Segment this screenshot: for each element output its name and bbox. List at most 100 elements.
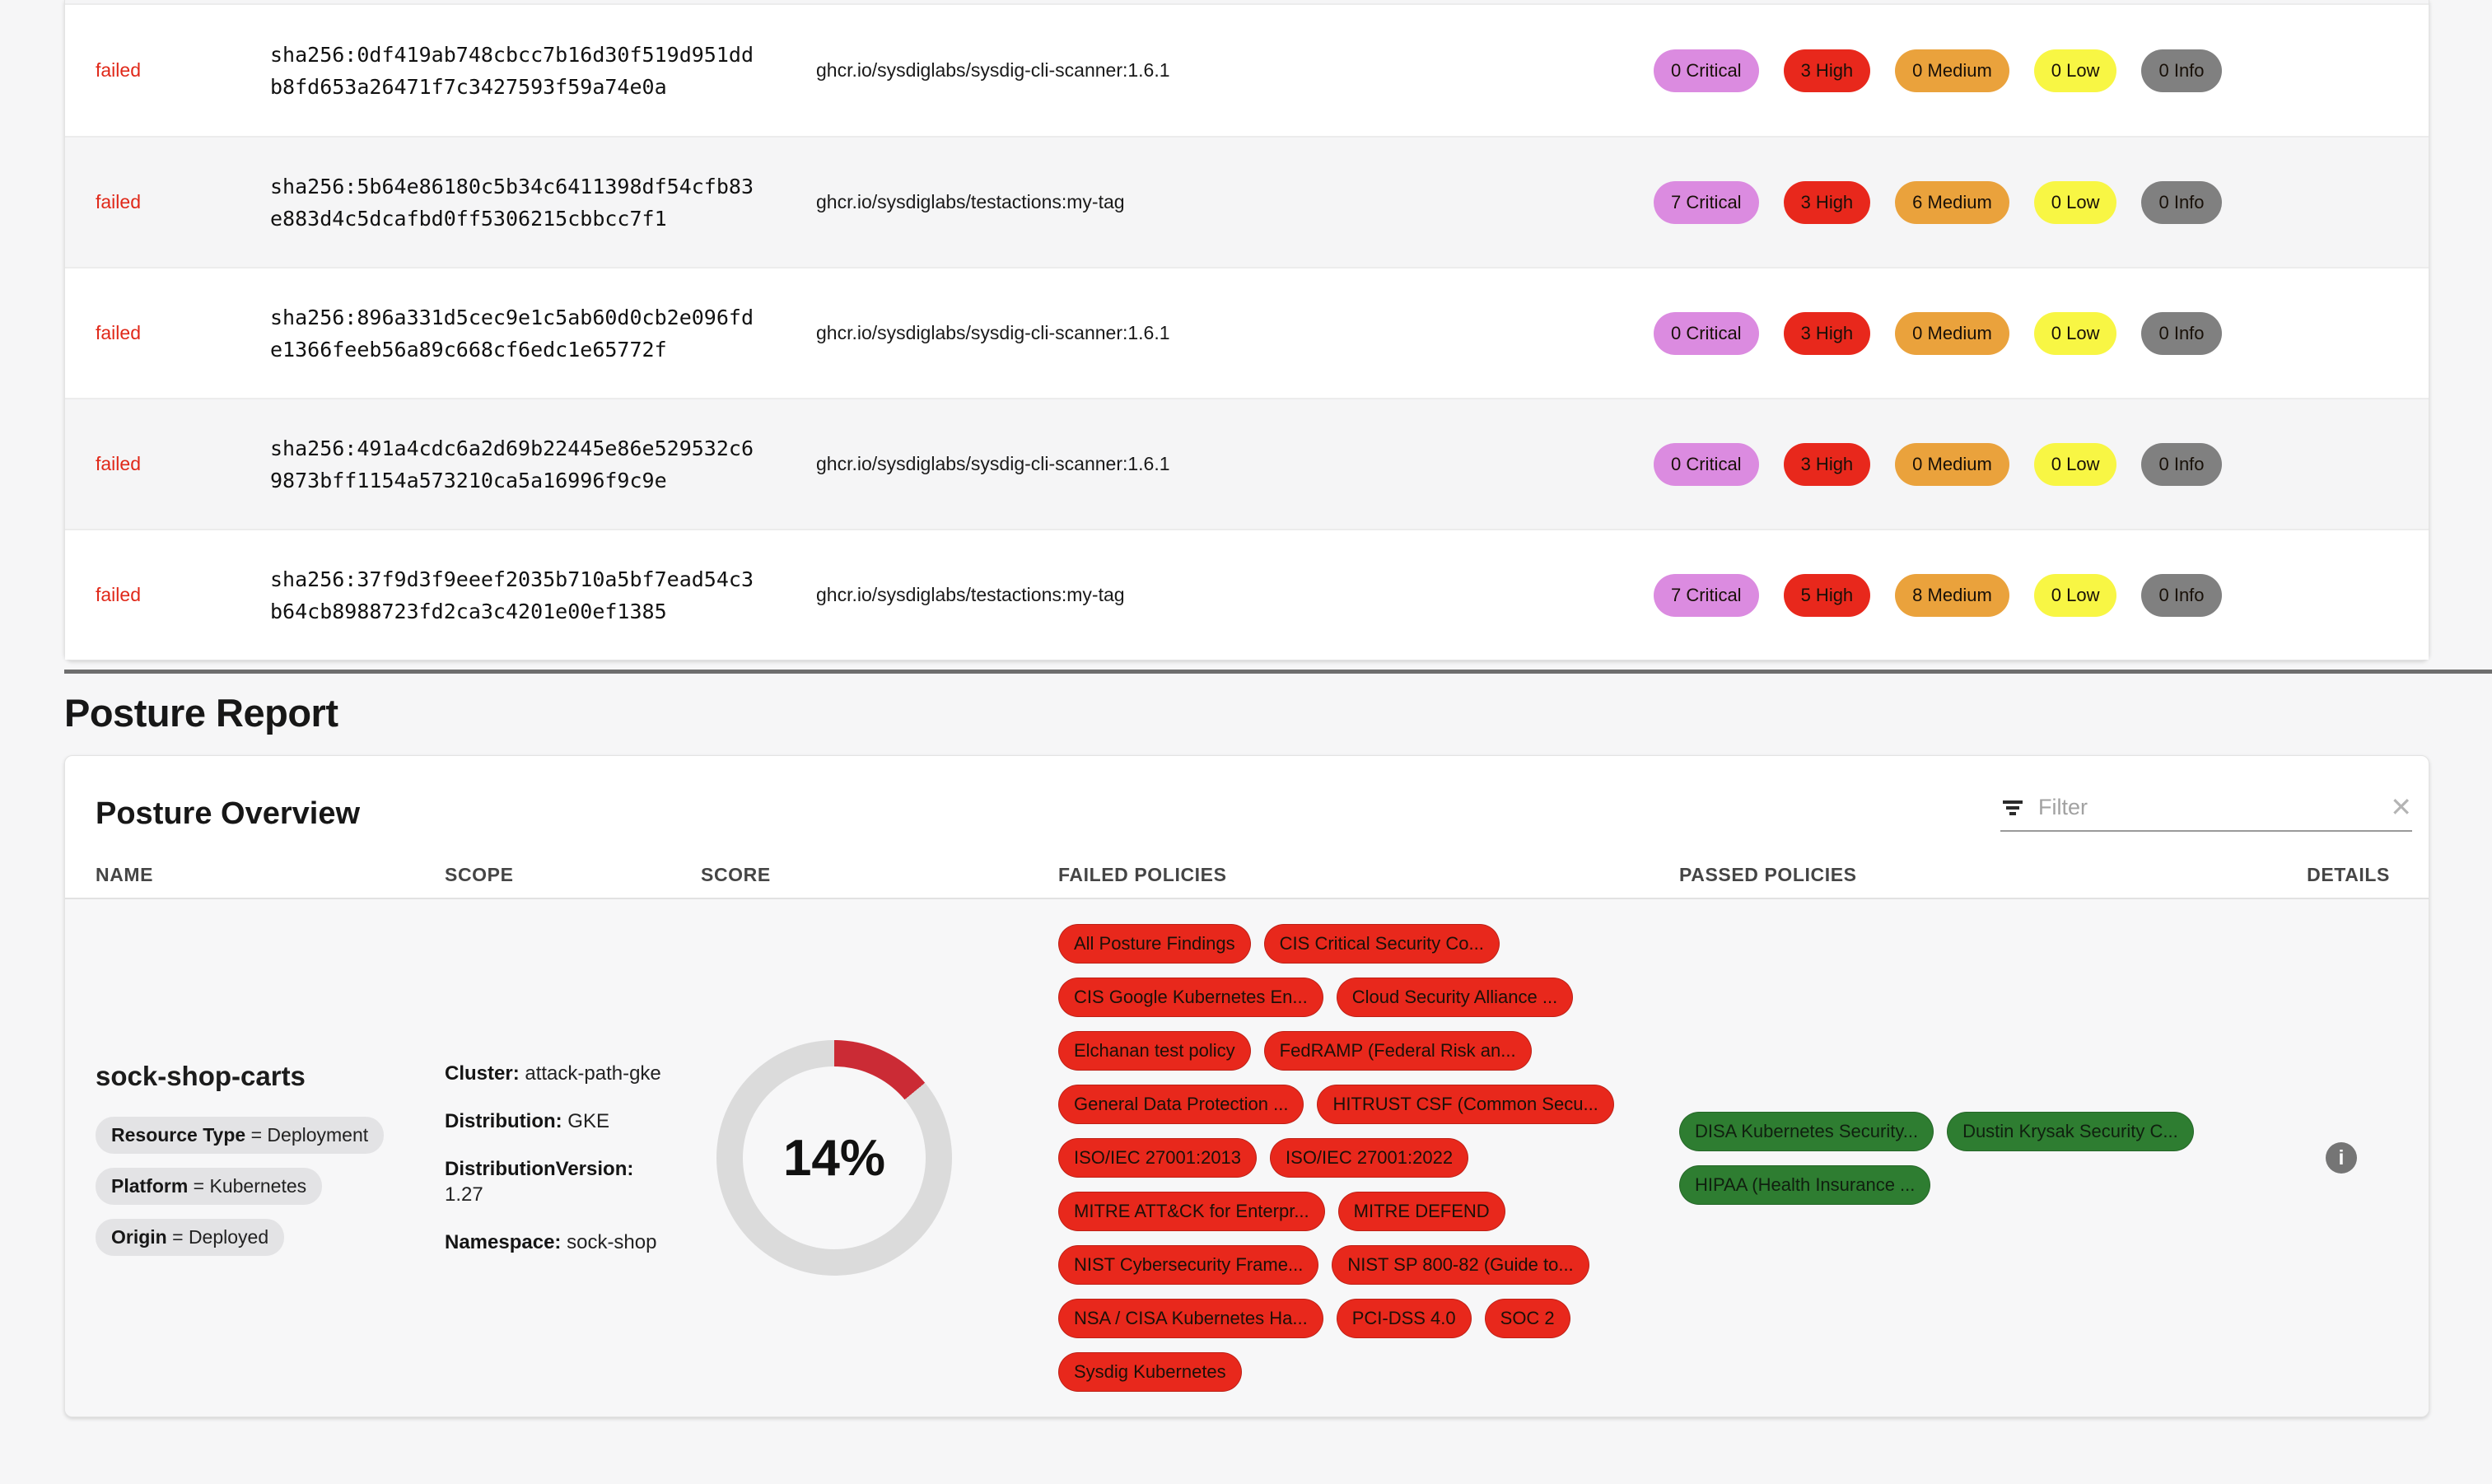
resource-name: sock-shop-carts — [96, 1060, 306, 1091]
passed-policies-cell: DISA Kubernetes Security... Dustin Krysa… — [1679, 1111, 2247, 1205]
image-digest: sha256:0df419ab748cbcc7b16d30f519d951ddb… — [270, 42, 754, 99]
filter-funnel-icon — [2003, 800, 2023, 815]
scan-status: failed — [96, 453, 141, 474]
medium-severity-badge: 0 Medium — [1895, 49, 2009, 92]
medium-severity-badge: 6 Medium — [1895, 180, 2009, 224]
critical-severity-badge: 7 Critical — [1654, 180, 1759, 224]
high-severity-badge: 3 High — [1783, 311, 1871, 355]
image-name: ghcr.io/sysdiglabs/sysdig-cli-scanner:1.… — [816, 453, 1170, 474]
clear-filter-icon[interactable]: ✕ — [2390, 792, 2412, 822]
severity-badges: 0 Critical 3 High 0 Medium 0 Low 0 Info — [1654, 311, 2396, 355]
passed-policy-pill: HIPAA (Health Insurance ... — [1679, 1164, 1931, 1205]
scan-result-row: failed sha256:5b64e86180c5b34c6411398df5… — [65, 136, 2429, 267]
failed-policy-pill: CIS Google Kubernetes En... — [1058, 978, 1323, 1017]
score-value: 14% — [782, 1129, 886, 1187]
scan-status: failed — [96, 322, 141, 343]
image-digest: sha256:491a4cdc6a2d69b22445e86e529532c69… — [270, 436, 754, 492]
resource-name-cell: sock-shop-carts Resource Type = Deployme… — [96, 1061, 445, 1256]
severity-badges: 7 Critical 3 High 6 Medium 0 Low 0 Info — [1654, 180, 2396, 224]
info-severity-badge: 0 Info — [2141, 49, 2222, 92]
scope-key: Distribution: — [445, 1110, 562, 1132]
failed-policy-pill: NIST SP 800-82 (Guide to... — [1332, 1245, 1589, 1285]
scope-cell: Cluster: attack-path-gke Distribution: G… — [445, 1061, 701, 1255]
failed-policy-pill: MITRE DEFEND — [1337, 1192, 1505, 1231]
passed-policy-pill: DISA Kubernetes Security... — [1679, 1111, 1934, 1151]
scan-results-rows: failed sha256:0df419ab748cbcc7b16d30f519… — [65, 5, 2429, 660]
tag-key: Platform — [111, 1174, 189, 1197]
details-cell: i — [2247, 1142, 2398, 1174]
scope-key: Cluster: — [445, 1062, 520, 1085]
severity-badges: 0 Critical 3 High 0 Medium 0 Low 0 Info — [1654, 49, 2396, 92]
critical-severity-badge: 0 Critical — [1654, 49, 1759, 92]
score-donut: 14% — [716, 1040, 952, 1276]
info-severity-badge: 0 Info — [2141, 311, 2222, 355]
resource-tag: Origin = Deployed — [96, 1218, 285, 1256]
failed-policy-pill: Elchanan test policy — [1058, 1031, 1251, 1071]
low-severity-badge: 0 Low — [2033, 442, 2117, 486]
scan-result-row: failed sha256:896a331d5cec9e1c5ab60d0cb2… — [65, 267, 2429, 398]
image-name: ghcr.io/sysdiglabs/sysdig-cli-scanner:1.… — [816, 59, 1170, 81]
tag-key: Resource Type — [111, 1123, 246, 1146]
image-digest: sha256:896a331d5cec9e1c5ab60d0cb2e096fde… — [270, 305, 754, 362]
scan-status: failed — [96, 584, 141, 605]
resource-tags: Resource Type = Deployment Platform = Ku… — [96, 1116, 445, 1256]
failed-policy-pill: Cloud Security Alliance ... — [1336, 978, 1574, 1017]
scope-key: Namespace: — [445, 1231, 562, 1253]
failed-policy-pill: CIS Critical Security Co... — [1263, 924, 1500, 964]
posture-table-row: sock-shop-carts Resource Type = Deployme… — [65, 899, 2429, 1416]
scan-result-row: failed sha256:37f9d3f9eeef2035b710a5bf7e… — [65, 529, 2429, 660]
high-severity-badge: 3 High — [1783, 49, 1871, 92]
info-icon[interactable]: i — [2326, 1142, 2357, 1174]
info-severity-badge: 0 Info — [2141, 573, 2222, 617]
failed-policy-pill: NIST Cybersecurity Frame... — [1058, 1245, 1319, 1285]
passed-policy-pill: Dustin Krysak Security C... — [1947, 1111, 2194, 1151]
tag-value: = Deployed — [166, 1225, 269, 1248]
low-severity-badge: 0 Low — [2033, 311, 2117, 355]
posture-report-heading: Posture Report — [64, 691, 338, 735]
failed-policy-pill: ISO/IEC 27001:2013 — [1058, 1138, 1258, 1178]
failed-policy-pill: SOC 2 — [1484, 1299, 1570, 1338]
scope-value: attack-path-gke — [519, 1062, 661, 1085]
column-header-passed-policies: PASSED POLICIES — [1679, 863, 1857, 885]
resource-tag: Platform = Kubernetes — [96, 1167, 323, 1205]
tag-value: = Kubernetes — [188, 1174, 307, 1197]
medium-severity-badge: 0 Medium — [1895, 442, 2009, 486]
failed-policy-pill: ISO/IEC 27001:2022 — [1270, 1138, 1469, 1178]
scope-value: GKE — [562, 1110, 609, 1132]
critical-severity-badge: 0 Critical — [1654, 442, 1759, 486]
failed-policies-cell: All Posture Findings CIS Critical Securi… — [1058, 924, 1679, 1392]
column-header-score: SCORE — [701, 863, 771, 885]
scan-status: failed — [96, 191, 141, 212]
image-name: ghcr.io/sysdiglabs/testactions:my-tag — [816, 584, 1125, 605]
failed-policy-pill: PCI-DSS 4.0 — [1336, 1299, 1472, 1338]
filter-input-wrapper[interactable]: ✕ — [2000, 794, 2412, 832]
image-name: ghcr.io/sysdiglabs/sysdig-cli-scanner:1.… — [816, 322, 1170, 343]
cut-off-row — [65, 0, 2429, 5]
high-severity-badge: 3 High — [1783, 442, 1871, 486]
scope-value: sock-shop — [561, 1231, 657, 1253]
score-cell: 14% — [701, 1040, 1058, 1276]
scope-item: Distribution: GKE — [445, 1108, 663, 1134]
failed-policy-pill: General Data Protection ... — [1058, 1085, 1304, 1124]
scan-status: failed — [96, 59, 141, 81]
failed-policy-pill: NSA / CISA Kubernetes Ha... — [1058, 1299, 1323, 1338]
severity-badges: 0 Critical 3 High 0 Medium 0 Low 0 Info — [1654, 442, 2396, 486]
column-header-scope: SCOPE — [445, 863, 514, 885]
image-digest: sha256:37f9d3f9eeef2035b710a5bf7ead54c3b… — [270, 567, 754, 623]
tag-value: = Deployment — [245, 1123, 369, 1146]
column-header-failed-policies: FAILED POLICIES — [1058, 863, 1227, 885]
high-severity-badge: 5 High — [1783, 573, 1871, 617]
critical-severity-badge: 0 Critical — [1654, 311, 1759, 355]
scope-item: Namespace: sock-shop — [445, 1230, 663, 1255]
scan-result-row: failed sha256:0df419ab748cbcc7b16d30f519… — [65, 5, 2429, 136]
scope-item: DistributionVersion: 1.27 — [445, 1156, 663, 1207]
posture-table-header: NAME SCOPE SCORE FAILED POLICIES PASSED … — [65, 852, 2429, 899]
column-header-details: DETAILS — [2307, 863, 2390, 885]
low-severity-badge: 0 Low — [2033, 180, 2117, 224]
medium-severity-badge: 8 Medium — [1895, 573, 2009, 617]
posture-overview-title: Posture Overview — [96, 796, 361, 831]
filter-input[interactable] — [2038, 794, 2378, 820]
tag-key: Origin — [111, 1225, 167, 1248]
high-severity-badge: 3 High — [1783, 180, 1871, 224]
